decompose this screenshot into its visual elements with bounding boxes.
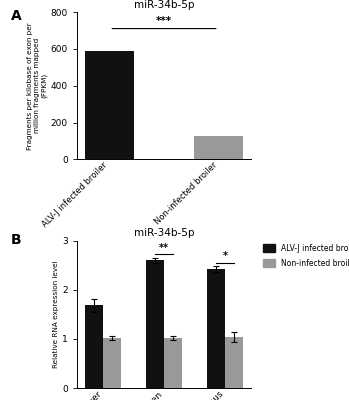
Text: *: *: [223, 251, 228, 261]
Title: miR-34b-5p: miR-34b-5p: [134, 0, 194, 10]
Text: A: A: [10, 9, 21, 23]
Title: miR-34b-5p: miR-34b-5p: [134, 228, 194, 238]
Bar: [194, 136, 243, 160]
Text: ***: ***: [156, 16, 172, 26]
Legend: ALV-J infected broiler, Non-infected broiler: ALV-J infected broiler, Non-infected bro…: [260, 240, 349, 271]
Y-axis label: Fragments per kilobase of exon per
million fragments mapped
(FPKM): Fragments per kilobase of exon per milli…: [27, 22, 48, 150]
Bar: [225, 337, 243, 388]
Bar: [164, 338, 182, 388]
Bar: [85, 51, 134, 160]
Bar: [103, 338, 121, 388]
Bar: [207, 269, 225, 388]
Text: **: **: [159, 243, 169, 253]
Y-axis label: Relative RNA expression level: Relative RNA expression level: [53, 260, 59, 368]
Bar: [85, 306, 103, 388]
Bar: [146, 260, 164, 388]
Text: B: B: [10, 233, 21, 247]
